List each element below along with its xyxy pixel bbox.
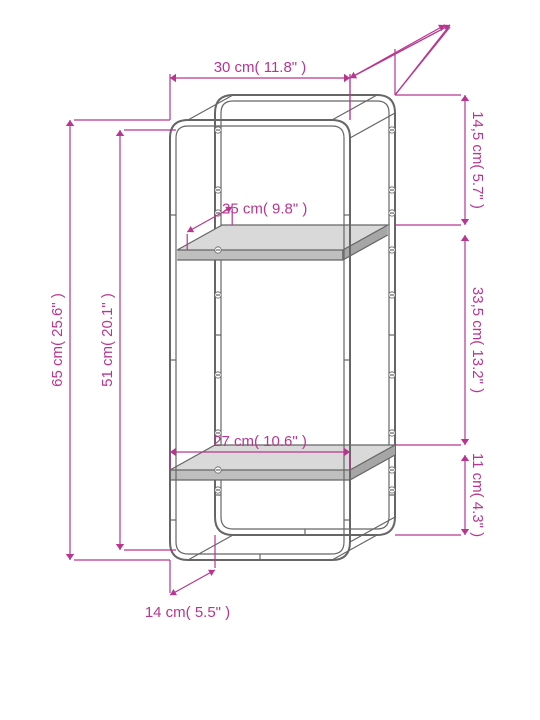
arrow-head xyxy=(461,439,469,445)
dim-r-mid-label: 33,5 cm( 13.2" ) xyxy=(469,287,486,393)
shelf-front xyxy=(170,470,350,480)
arrow-head xyxy=(344,74,350,82)
frame-front-inner xyxy=(176,126,344,554)
dim-top-depth xyxy=(350,25,450,78)
arrow-head xyxy=(66,120,74,126)
arrow-head xyxy=(170,74,176,82)
dim-shelf-width-label: 27 cm( 10.6" ) xyxy=(213,433,307,450)
diagram-canvas: 30 cm( 11.8" ) 65 cm( 25.6" ) 51 cm( 20.1"… xyxy=(0,0,540,720)
dim-r-upper-label: 14,5 cm( 5.7" ) xyxy=(469,111,486,209)
arrow-head xyxy=(461,529,469,535)
arrow-head xyxy=(461,219,469,225)
dim-r-lower-label: 11 cm( 4.3" ) xyxy=(469,453,486,537)
frame-front xyxy=(170,120,350,560)
arrow-head xyxy=(66,554,74,560)
dim-bottom-depth-label: 14 cm( 5.5" ) xyxy=(145,604,230,621)
dim-top-width-label: 30 cm( 11.8" ) xyxy=(214,59,307,76)
arrow-head xyxy=(461,235,469,241)
dim-shelf-depth-label: 25 cm( 9.8" ) xyxy=(222,201,307,218)
dim-h-inner-label: 51 cm( 20.1" ) xyxy=(99,293,116,387)
dim-h-outer-label: 65 cm( 25.6" ) xyxy=(49,293,66,387)
arrow-head xyxy=(116,130,124,136)
arrow-head xyxy=(461,455,469,461)
dim-bottom-depth xyxy=(170,570,215,595)
arrow-head xyxy=(116,544,124,550)
arrow-head xyxy=(461,95,469,101)
shelf-front xyxy=(177,250,343,260)
